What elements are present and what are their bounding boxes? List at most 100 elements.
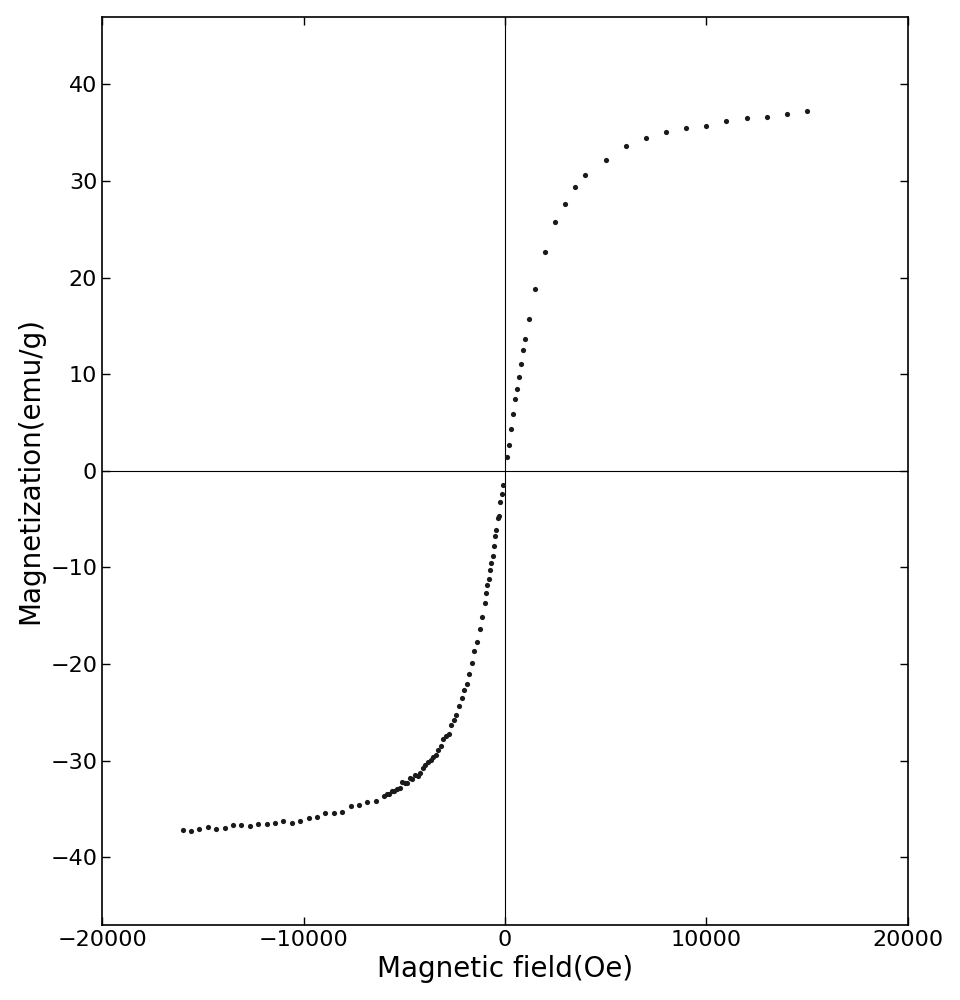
Point (465, 655, 480, 671)
Point (436, 731, 451, 747)
Point (547, 214, 563, 230)
Point (488, 528, 503, 544)
Point (192, 821, 207, 837)
Point (492, 494, 508, 510)
Point (485, 548, 500, 564)
Point (739, 110, 755, 126)
Point (343, 798, 358, 814)
Point (494, 486, 510, 502)
Point (527, 281, 542, 297)
Point (489, 522, 504, 538)
Point (183, 823, 199, 839)
Point (659, 124, 674, 140)
Point (474, 609, 490, 625)
Point (233, 817, 249, 833)
Point (420, 754, 436, 770)
Point (422, 752, 438, 768)
Point (492, 508, 507, 524)
Point (208, 821, 224, 837)
Point (618, 138, 634, 154)
Point (490, 510, 505, 526)
Point (379, 786, 395, 802)
Point (226, 817, 241, 833)
Point (638, 130, 654, 146)
Point (800, 103, 815, 119)
Point (459, 676, 474, 692)
Point (418, 757, 433, 773)
Point (482, 562, 497, 578)
Point (486, 538, 501, 554)
Point (392, 780, 407, 796)
Point (360, 794, 375, 810)
Point (514, 356, 529, 372)
Point (251, 816, 266, 832)
Point (558, 196, 573, 212)
Point (399, 775, 415, 791)
Point (387, 783, 402, 799)
Point (521, 311, 537, 327)
Point (467, 643, 482, 659)
Point (284, 815, 300, 831)
Point (456, 682, 471, 698)
Point (507, 391, 522, 407)
Point (538, 244, 553, 260)
Point (376, 788, 392, 804)
Point (395, 774, 410, 790)
Point (699, 118, 714, 134)
Point (439, 728, 454, 744)
Point (517, 331, 533, 347)
Point (501, 437, 516, 453)
Point (242, 818, 257, 834)
Point (598, 152, 613, 168)
Point (495, 477, 511, 493)
Point (444, 717, 459, 733)
Point (451, 698, 467, 714)
Point (425, 749, 441, 765)
Point (410, 768, 425, 784)
Point (397, 775, 413, 791)
Point (448, 707, 464, 723)
Point (351, 797, 367, 813)
Point (293, 813, 308, 829)
Point (780, 106, 795, 122)
Point (472, 621, 488, 637)
Point (516, 342, 531, 358)
Point (217, 820, 232, 836)
Point (679, 120, 694, 136)
Point (175, 822, 190, 838)
Point (480, 577, 495, 593)
Point (326, 805, 342, 821)
Point (405, 771, 420, 787)
Point (505, 406, 520, 422)
Point (499, 449, 515, 465)
Point (309, 809, 324, 825)
Point (318, 805, 333, 821)
X-axis label: Magnetic field(Oe): Magnetic field(Oe) (377, 955, 633, 983)
Point (477, 595, 492, 611)
Point (384, 783, 399, 799)
Y-axis label: Magnetization(emu/g): Magnetization(emu/g) (16, 317, 45, 624)
Point (503, 421, 518, 437)
Point (478, 585, 493, 601)
Point (259, 816, 275, 832)
Point (267, 815, 282, 831)
Point (484, 555, 499, 571)
Point (512, 369, 527, 385)
Point (431, 742, 446, 758)
Point (462, 666, 477, 682)
Point (390, 781, 405, 797)
Point (413, 765, 428, 781)
Point (276, 813, 291, 829)
Point (381, 786, 396, 802)
Point (578, 167, 593, 183)
Point (759, 109, 775, 125)
Point (368, 793, 383, 809)
Point (567, 179, 583, 195)
Point (402, 770, 418, 786)
Point (441, 726, 456, 742)
Point (334, 804, 349, 820)
Point (446, 712, 462, 728)
Point (428, 747, 444, 763)
Point (481, 571, 496, 587)
Point (407, 767, 422, 783)
